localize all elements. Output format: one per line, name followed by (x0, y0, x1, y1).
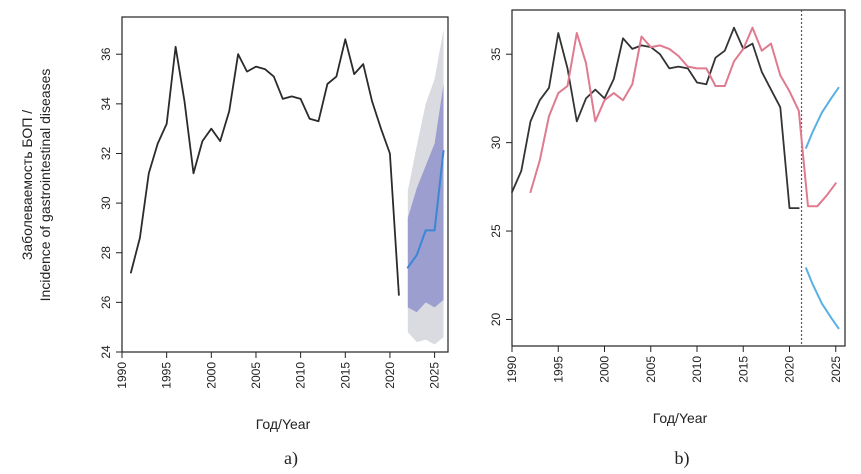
panel-a-y-ticks: 24 26 28 30 32 34 36 (99, 47, 122, 359)
panel-a-label: a) (284, 448, 298, 469)
panel-a-x-tick-label: 2010 (294, 362, 308, 389)
panel-b-x-tick-label: 2010 (690, 356, 704, 383)
panel-b-series-lower-bound (805, 267, 840, 330)
panel-a-x-tick-label: 2015 (338, 362, 352, 389)
panel-a-x-axis-label: Год/Year (256, 416, 311, 432)
panel-a-y-tick-label: 32 (99, 146, 113, 160)
panel-b-x-axis-label: Год/Year (653, 410, 708, 426)
panel-b-x-tick-label: 2025 (829, 356, 843, 383)
panel-b-x-tick-label: 1990 (505, 356, 519, 383)
panel-a-y-tick-label: 24 (99, 345, 113, 359)
panel-a-x-tick-label: 2005 (249, 362, 263, 389)
y-axis-label-line2: Incidence of gastrointestinal diseases (37, 69, 53, 302)
panel-b-series-fitted (529, 26, 837, 208)
panel-b-y-tick-label: 25 (489, 224, 503, 238)
panel-b-y-ticks: 20 25 30 35 (489, 47, 512, 326)
panel-b-plot (511, 10, 840, 346)
panel-a-y-tick-label: 36 (99, 47, 113, 61)
panel-b: 1990 1995 2000 2005 2010 2015 2020 2025 2025303… (489, 9, 846, 469)
panel-a-x-tick-label: 1995 (160, 362, 174, 389)
panel-a-y-tick-label: 28 (99, 246, 113, 260)
panel-b-x-tick-label: 2000 (598, 356, 612, 383)
y-axis-label-line1: Заболеваемость БОП / (19, 110, 35, 260)
panel-b-x-tick-label: 2020 (783, 356, 797, 383)
panel-b-frame (511, 9, 846, 347)
panel-b-series-upper-bound (805, 86, 840, 149)
panel-b-x-tick-label: 1995 (551, 356, 565, 383)
panel-a-frame (121, 16, 449, 353)
panel-b-x-tick-label: 2015 (736, 356, 750, 383)
panel-a-x-tick-label: 1990 (115, 362, 129, 389)
panel-a-series-forecast (406, 150, 445, 269)
panel-b-series-observed (511, 26, 800, 209)
panel-b-y-tick-label: 30 (489, 136, 503, 150)
panel-a-y-tick-label: 30 (99, 196, 113, 210)
panel-b-y-tick-label: 35 (489, 47, 503, 61)
panel-b-y-tick-label: 20 (489, 312, 503, 326)
panel-a-y-tick-label: 34 (99, 97, 113, 111)
panel-a-x-tick-label: 2020 (383, 362, 397, 389)
panel-a-series-observed (130, 38, 400, 296)
panel-a-y-tick-label: 26 (99, 295, 113, 309)
panel-a-plot (130, 29, 445, 345)
panel-b-x-ticks: 1990 1995 2000 2005 2010 2015 2020 2025 (505, 346, 843, 383)
panel-a-x-ticks: 1990 1995 2000 2005 2010 2015 2020 2025 (115, 352, 442, 389)
panel-a: 1990 1995 2000 2005 2010 2015 2020 2025 24 26 28 3… (99, 16, 449, 469)
panel-a-x-tick-label: 2025 (428, 362, 442, 389)
panel-a-x-tick-label: 2000 (204, 362, 218, 389)
panel-b-x-tick-label: 2005 (644, 356, 658, 383)
panel-b-label: b) (675, 448, 690, 469)
